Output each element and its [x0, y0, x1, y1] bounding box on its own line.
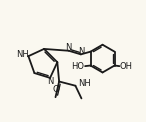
Text: OH: OH	[120, 62, 133, 71]
Text: HO: HO	[71, 62, 84, 71]
Text: N: N	[65, 43, 72, 52]
Text: N: N	[47, 77, 54, 86]
Text: O: O	[52, 85, 59, 94]
Text: NH: NH	[17, 50, 29, 59]
Text: NH: NH	[78, 79, 91, 88]
Text: N: N	[78, 47, 84, 56]
